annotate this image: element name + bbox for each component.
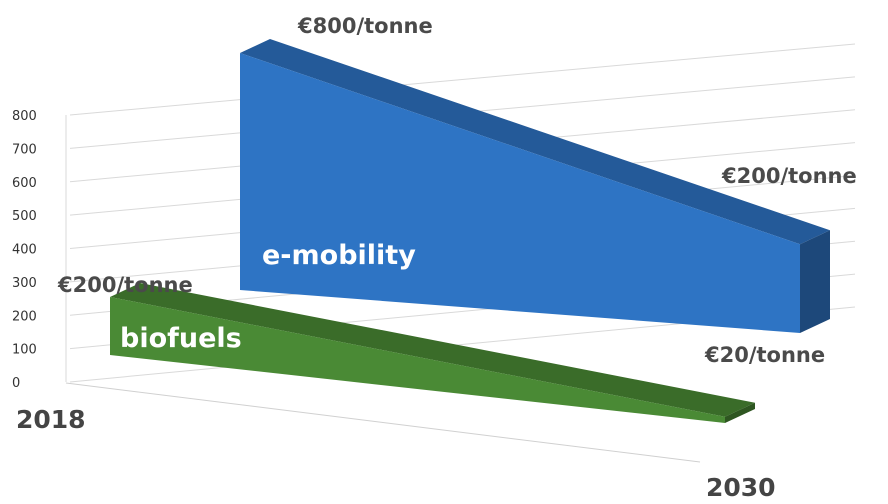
y-axis-ticks: 0 100 200 300 400 500 600 700 800	[12, 109, 37, 391]
y-tick-500: 500	[12, 209, 37, 224]
y-tick-800: 800	[12, 109, 37, 124]
series-label-e-mobility: e-mobility	[262, 240, 416, 271]
gridline-800	[69, 43, 856, 116]
series-label-biofuels: biofuels	[120, 323, 242, 354]
series-biofuels-side-face	[725, 402, 755, 423]
y-tick-400: 400	[12, 243, 37, 258]
series-biofuels-top-face	[110, 283, 755, 417]
x-tick-2030: 2030	[706, 473, 776, 502]
floor-line	[65, 382, 701, 463]
y-tick-200: 200	[12, 309, 37, 324]
y-tick-700: 700	[12, 142, 37, 157]
y-tick-300: 300	[12, 276, 37, 291]
series-e-mobility-front-face	[240, 53, 800, 333]
annotation-biofuels-2018: €200/tonne	[57, 273, 193, 297]
series-e-mobility	[240, 39, 830, 333]
y-tick-100: 100	[12, 343, 37, 358]
series-biofuels-front-face	[110, 297, 725, 423]
annotation-e-mobility-2018: €800/tonne	[297, 14, 433, 38]
y-tick-600: 600	[12, 176, 37, 191]
annotation-biofuels-2030: €20/tonne	[704, 343, 825, 367]
series-e-mobility-side-face	[800, 230, 830, 333]
series-biofuels	[110, 283, 755, 423]
annotation-e-mobility-2030: €200/tonne	[721, 164, 857, 188]
x-tick-2018: 2018	[16, 405, 86, 434]
series-e-mobility-top-face	[240, 39, 830, 245]
y-tick-0: 0	[12, 376, 20, 391]
